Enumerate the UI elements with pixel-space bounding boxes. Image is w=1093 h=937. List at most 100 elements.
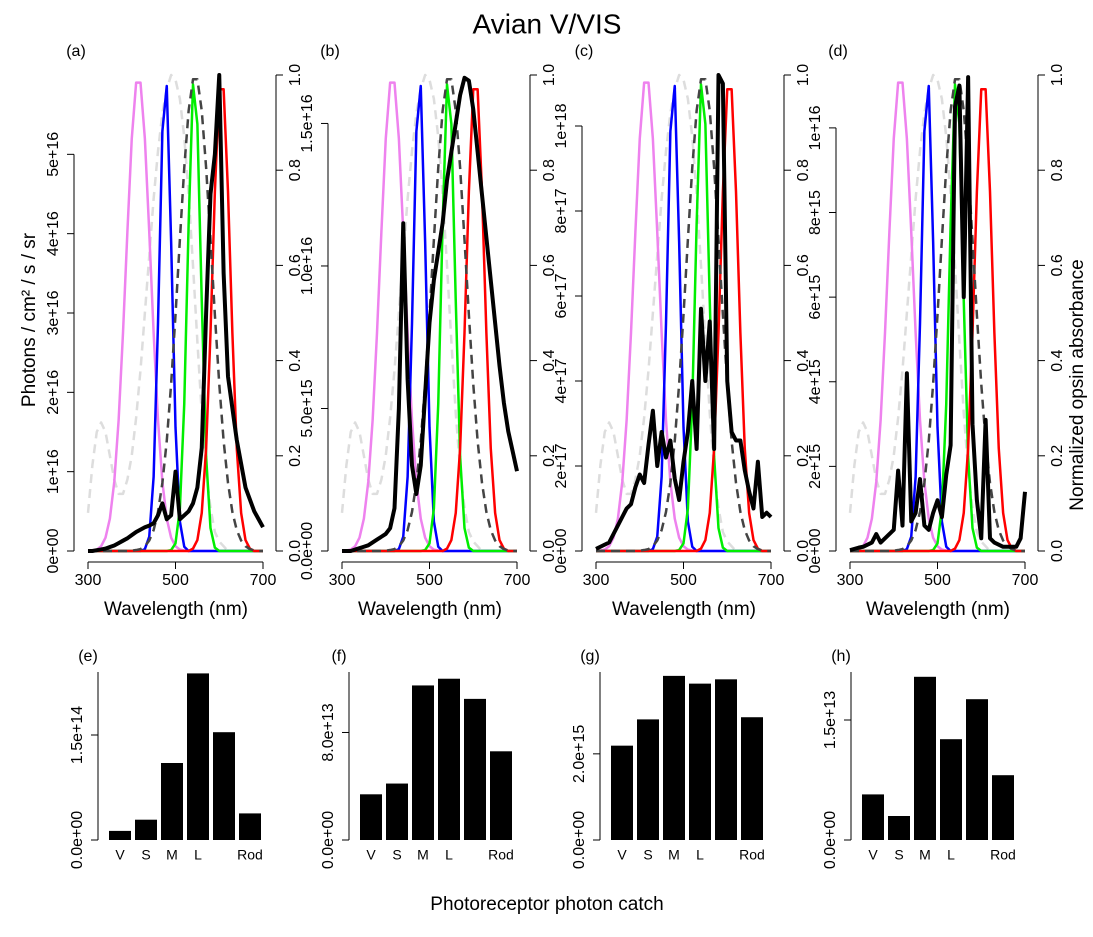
y-axis-title: Photons / cm² / s / sr bbox=[19, 232, 40, 407]
y2-tick-label: 0.2 bbox=[287, 445, 304, 467]
bar bbox=[187, 673, 209, 840]
y2-tick-label: 1.0 bbox=[795, 64, 812, 86]
y-tick-label: 0e+00 bbox=[553, 528, 570, 573]
y2-tick-label: 0.8 bbox=[795, 159, 812, 181]
x-tick-label: M bbox=[668, 847, 680, 863]
bar bbox=[611, 745, 633, 840]
y2-tick-label: 0.8 bbox=[287, 159, 304, 181]
bar bbox=[914, 676, 936, 840]
bar bbox=[862, 794, 884, 840]
y-tick-label: 2e+15 bbox=[807, 444, 824, 489]
y-tick-label: 1.5e+16 bbox=[299, 94, 316, 152]
panel-label: (g) bbox=[580, 648, 600, 665]
y-tick-label: 2e+17 bbox=[553, 443, 570, 488]
bar bbox=[663, 675, 685, 840]
y2-tick-label: 0.6 bbox=[541, 254, 558, 276]
bar bbox=[715, 679, 737, 840]
y-tick-label: 4e+16 bbox=[45, 211, 62, 256]
irradiance-line bbox=[342, 75, 519, 553]
bar bbox=[438, 678, 460, 840]
panel-label: (a) bbox=[66, 43, 86, 60]
x-tick-label: M bbox=[919, 847, 931, 863]
y2-tick-label: 0.4 bbox=[795, 349, 812, 371]
y-tick-label: 8.0e+13 bbox=[320, 703, 337, 761]
panel-label: (d) bbox=[828, 43, 848, 60]
x-tick-label: S bbox=[894, 847, 903, 863]
x-tick-label: 500 bbox=[416, 572, 443, 589]
bar bbox=[940, 739, 962, 840]
y2-tick-label: 0.8 bbox=[541, 159, 558, 181]
y2-tick-label: 0.6 bbox=[1049, 254, 1066, 276]
x-tick-label: M bbox=[166, 847, 178, 863]
y-tick-label: 2e+16 bbox=[45, 370, 62, 415]
bar bbox=[741, 717, 763, 840]
absorbance-line bbox=[88, 88, 263, 553]
y2-tick-label: 0.0 bbox=[795, 540, 812, 562]
y-tick-label: 5.0e+15 bbox=[299, 379, 316, 437]
x-tick-label: S bbox=[392, 847, 401, 863]
x-tick-label: 300 bbox=[75, 572, 102, 589]
x-tick-label: 300 bbox=[837, 572, 864, 589]
y-tick-label: 5e+16 bbox=[45, 132, 62, 177]
panel-label: (b) bbox=[320, 43, 340, 60]
bar bbox=[386, 783, 408, 840]
irradiance-line bbox=[88, 73, 265, 553]
y2-tick-label: 1.0 bbox=[541, 64, 558, 86]
x-tick-label: L bbox=[696, 847, 704, 863]
bar bbox=[161, 763, 183, 840]
x-tick-label: 500 bbox=[670, 572, 697, 589]
bar bbox=[966, 699, 988, 840]
y2-tick-label: 0.2 bbox=[541, 445, 558, 467]
absorbance-line bbox=[88, 78, 263, 553]
bar bbox=[637, 719, 659, 840]
panel-label: (h) bbox=[831, 648, 851, 665]
y-tick-label: 0.0e+00 bbox=[299, 522, 316, 580]
x-tick-label: 300 bbox=[583, 572, 610, 589]
x-tick-label: 500 bbox=[162, 572, 189, 589]
x-tick-label: L bbox=[947, 847, 955, 863]
x-tick-label: S bbox=[141, 847, 150, 863]
y2-tick-label: 0.0 bbox=[1049, 540, 1066, 562]
bar bbox=[888, 816, 910, 840]
y2-tick-label: 1.0 bbox=[1049, 64, 1066, 86]
y2-tick-label: 0.0 bbox=[287, 540, 304, 562]
y2-tick-label: 0.2 bbox=[1049, 445, 1066, 467]
x-tick-label: 500 bbox=[924, 572, 951, 589]
bar bbox=[689, 683, 711, 840]
irradiance-line bbox=[849, 75, 1027, 553]
x-tick-label: 700 bbox=[250, 572, 277, 589]
y-tick-label: 1.5e+14 bbox=[69, 706, 86, 764]
x-tick-label: Rod bbox=[739, 847, 765, 863]
y2-tick-label: 0.4 bbox=[1049, 349, 1066, 371]
bar bbox=[109, 830, 131, 840]
x-axis-title: Wavelength (nm) bbox=[104, 599, 248, 620]
y2-tick-label: 0.4 bbox=[541, 349, 558, 371]
x-tick-label: Rod bbox=[488, 847, 514, 863]
bar bbox=[135, 819, 157, 840]
y2-tick-label: 0.2 bbox=[795, 445, 812, 467]
bar bbox=[992, 775, 1014, 840]
y-tick-label: 1e+18 bbox=[553, 103, 570, 148]
absorbance-line bbox=[850, 78, 1025, 553]
bar bbox=[360, 794, 382, 840]
panel-label: (f) bbox=[331, 648, 346, 665]
bar bbox=[464, 698, 486, 840]
x-axis-title: Wavelength (nm) bbox=[866, 599, 1010, 620]
y-tick-label: 0.0e+00 bbox=[320, 811, 337, 869]
y-tick-label: 2.0e+15 bbox=[571, 725, 588, 783]
y2-axis-title: Normalized opsin absorbance bbox=[1067, 259, 1088, 510]
y-tick-label: 8e+15 bbox=[807, 190, 824, 235]
x-tick-label: 700 bbox=[1012, 572, 1039, 589]
x-tick-label: V bbox=[115, 847, 125, 863]
y-tick-label: 8e+17 bbox=[553, 188, 570, 233]
x-tick-label: 700 bbox=[504, 572, 531, 589]
absorbance-line bbox=[850, 88, 1025, 553]
panel-label: (e) bbox=[78, 648, 98, 665]
absorbance-line bbox=[596, 88, 771, 553]
bar bbox=[490, 751, 512, 840]
y2-tick-label: 0.6 bbox=[795, 254, 812, 276]
irradiance-line bbox=[595, 73, 773, 551]
panel-label: (c) bbox=[575, 43, 594, 60]
x-tick-label: Rod bbox=[990, 847, 1016, 863]
y-tick-label: 0e+00 bbox=[807, 528, 824, 573]
